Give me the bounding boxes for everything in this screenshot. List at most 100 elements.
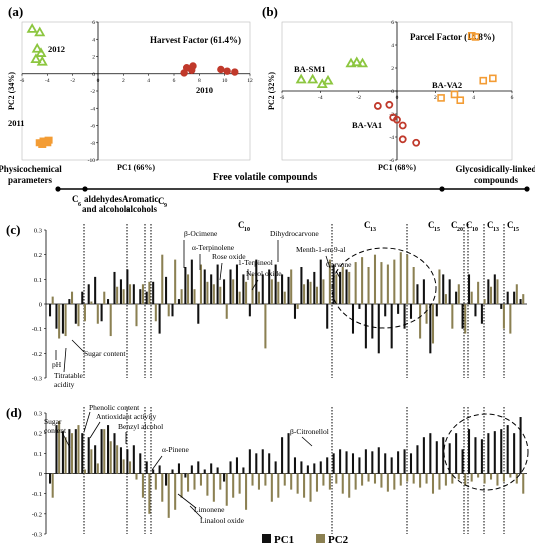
group-label-aromatic-1: Aromatic <box>122 194 158 204</box>
bar-pc1 <box>281 274 284 304</box>
data-point-triangle <box>322 74 334 85</box>
data-point-circle <box>217 65 225 74</box>
group-label-aromatic-2: alcohols <box>126 204 158 214</box>
group-label-c6-c: C <box>72 194 79 204</box>
bar-pc2 <box>425 473 428 484</box>
bar-pc1 <box>268 269 271 304</box>
bar-pc2 <box>245 281 248 304</box>
bar-pc1 <box>94 445 97 474</box>
bar-pc2 <box>451 304 454 329</box>
y-axis-label: PC2 (32%) <box>267 72 276 110</box>
section-dot <box>82 186 88 192</box>
bar-pc2 <box>341 267 344 304</box>
bar-pc2 <box>232 279 235 304</box>
bar-pc2 <box>129 461 132 474</box>
bar-pc1 <box>384 453 387 474</box>
panel-label: (d) <box>6 405 22 420</box>
data-point-circle <box>231 68 239 76</box>
bar-pc1 <box>442 437 445 474</box>
bar-pc2 <box>257 291 260 304</box>
bar-pc1 <box>74 429 77 474</box>
data-point-circle <box>385 100 394 109</box>
bar-pc1 <box>113 433 116 474</box>
bar-pc2 <box>412 473 415 484</box>
y-tick-label: 6 <box>391 20 394 26</box>
bar-pc1 <box>326 457 329 474</box>
bar-pc2 <box>290 269 293 304</box>
bar-pc1 <box>461 304 464 329</box>
bar-pc2 <box>199 473 202 486</box>
data-point-square <box>479 76 488 85</box>
bar-pc1 <box>519 299 522 304</box>
bar-pc1 <box>455 433 458 474</box>
data-point-triangle <box>26 23 38 33</box>
bar-pc2 <box>419 304 422 339</box>
bar-pc1 <box>293 304 297 319</box>
bar-pc1 <box>371 304 374 339</box>
bar-pc2 <box>419 473 422 488</box>
bar-pc1 <box>49 304 52 317</box>
x-tick-label: 0 <box>97 78 100 84</box>
data-point-circle <box>412 138 421 147</box>
bar-pc2 <box>232 473 235 498</box>
bar-pc2 <box>393 473 396 490</box>
bar-pc2 <box>122 459 125 474</box>
bar-pc1 <box>409 304 413 319</box>
bar-pc2 <box>496 279 499 304</box>
bar-pc2 <box>348 473 351 498</box>
annotation-arrow <box>71 339 85 353</box>
bar-pc2 <box>380 473 383 488</box>
data-point-triangle <box>31 42 43 53</box>
bar-pc2 <box>322 473 325 486</box>
annotation-arrow <box>89 421 101 439</box>
data-point-circle <box>373 102 382 110</box>
bar-pc1 <box>139 289 142 304</box>
highlight-ellipse <box>331 247 437 329</box>
bar-pc2 <box>367 473 370 482</box>
section-label-glyco-1: Glycosidically-linked <box>455 164 535 174</box>
bar-pc1 <box>493 274 496 304</box>
bar-pc1 <box>513 433 516 474</box>
bar-pc2 <box>167 473 170 518</box>
bar-pc1 <box>371 451 374 474</box>
bar-pc2 <box>509 473 512 478</box>
legend-swatch-pc1 <box>262 534 271 543</box>
bar-pc1 <box>448 443 451 474</box>
bar-pc1 <box>306 465 309 474</box>
annotation-label-titratable-2: acidity <box>54 380 75 389</box>
bar-pc1 <box>345 451 348 474</box>
bar-pc2 <box>180 289 183 304</box>
bar-pc2 <box>322 279 325 304</box>
y-tick-label: 0.2 <box>34 431 42 438</box>
bar-pc1 <box>235 264 238 304</box>
bar-pc1 <box>351 304 355 334</box>
bar-pc1 <box>500 304 503 309</box>
data-point-triangle <box>345 57 357 68</box>
bar-pc2 <box>464 473 467 486</box>
bar-pc1 <box>119 279 122 304</box>
bar-pc1 <box>248 304 251 317</box>
bar-pc2 <box>386 264 389 304</box>
group-label-c10-sub: 10 <box>244 227 250 233</box>
bar-pc2 <box>489 473 493 480</box>
bar-pc1 <box>358 457 361 474</box>
group-label-c9: C <box>158 196 165 206</box>
bar-pc1 <box>87 437 90 474</box>
scatter-title: Harvest Factor (61.4%) <box>150 35 241 45</box>
bar-pc1 <box>416 284 419 304</box>
bar-pc2 <box>129 284 132 304</box>
bar-pc1 <box>422 437 425 474</box>
bar-pc1 <box>107 299 110 304</box>
bar-pc2 <box>174 473 177 510</box>
bar-pc1 <box>364 449 367 474</box>
bar-pc2 <box>483 473 486 484</box>
annotation-arrow <box>251 279 259 291</box>
group-label-c20-sub: 20 <box>457 227 463 233</box>
bar-pc2 <box>193 473 196 490</box>
y-tick-label: -0.3 <box>32 376 42 383</box>
bar-pc2 <box>141 284 144 304</box>
bar-pc2 <box>303 284 306 304</box>
bar-pc1 <box>300 461 303 474</box>
bar-pc2 <box>58 421 61 474</box>
bar-pc2 <box>64 437 67 474</box>
